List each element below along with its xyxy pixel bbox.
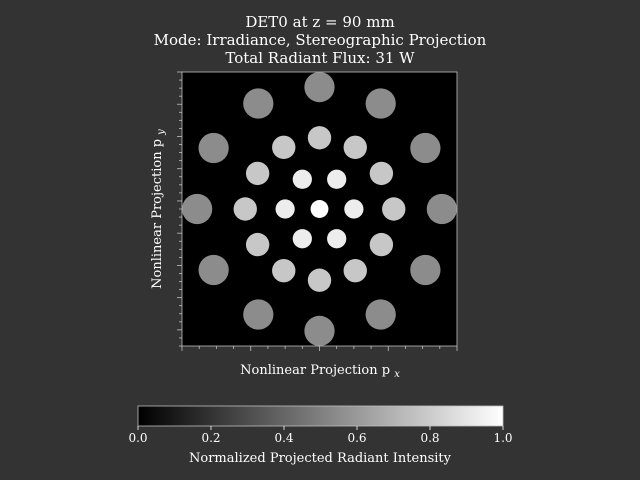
spot-15 bbox=[369, 232, 394, 257]
colorbar-tick-label-0: 0.0 bbox=[128, 431, 147, 445]
colorbar-tick-label-4: 0.8 bbox=[420, 431, 439, 445]
colorbar-tick-label-2: 0.4 bbox=[274, 431, 293, 445]
spot-14 bbox=[245, 161, 270, 186]
x-ticks bbox=[181, 346, 458, 351]
spot-10 bbox=[272, 135, 296, 160]
spot-3 bbox=[327, 169, 347, 189]
spot-21 bbox=[365, 88, 396, 119]
spot-18 bbox=[233, 197, 257, 221]
colorbar-tick-label-1: 0.2 bbox=[201, 431, 220, 445]
y-axis-label-text: Nonlinear Projection p bbox=[150, 139, 165, 289]
colorbar-label: Normalized Projected Radiant Intensity bbox=[189, 451, 452, 466]
spot-7 bbox=[307, 126, 332, 150]
spot-29 bbox=[426, 193, 458, 225]
colorbar bbox=[137, 405, 504, 427]
colorbar-tick-label-3: 0.6 bbox=[347, 431, 366, 445]
spot-0 bbox=[310, 200, 329, 218]
spot-6 bbox=[292, 229, 312, 249]
spot-25 bbox=[410, 132, 441, 164]
spot-28 bbox=[198, 254, 229, 286]
spot-13 bbox=[369, 161, 394, 186]
spot-5 bbox=[327, 229, 347, 249]
x-axis-label-text: Nonlinear Projection p bbox=[240, 363, 390, 378]
y-ticks bbox=[177, 71, 182, 347]
chart-title-line-3: Total Radiant Flux: 31 W bbox=[225, 49, 415, 67]
y-axis-label: Nonlinear Projection p y bbox=[150, 129, 167, 289]
spot-1 bbox=[344, 199, 364, 219]
colorbar-ticks: 0.0 0.2 0.4 0.6 0.8 1.0 bbox=[128, 426, 513, 445]
spot-16 bbox=[245, 232, 270, 257]
spot-9 bbox=[343, 135, 367, 160]
spots-layer bbox=[182, 71, 458, 347]
spot-24 bbox=[243, 299, 274, 330]
x-axis-label: Nonlinear Projection p x bbox=[240, 363, 400, 380]
spot-8 bbox=[307, 268, 332, 292]
spot-12 bbox=[272, 258, 296, 283]
spot-22 bbox=[243, 88, 274, 119]
spot-11 bbox=[343, 258, 367, 283]
spot-30 bbox=[182, 193, 213, 225]
spot-20 bbox=[304, 315, 335, 347]
spot-23 bbox=[365, 299, 396, 330]
spot-26 bbox=[198, 132, 229, 164]
y-axis-label-subscript: y bbox=[156, 129, 167, 136]
spot-17 bbox=[382, 197, 406, 221]
x-axis-label-subscript: x bbox=[394, 369, 400, 380]
spot-2 bbox=[275, 199, 295, 219]
spot-4 bbox=[292, 169, 312, 189]
spot-27 bbox=[410, 254, 441, 286]
spot-19 bbox=[304, 71, 335, 103]
chart-title-line-2: Mode: Irradiance, Stereographic Projecti… bbox=[154, 31, 487, 49]
chart-title-line-1: DET0 at z = 90 mm bbox=[245, 13, 394, 31]
colorbar-tick-label-5: 1.0 bbox=[493, 431, 512, 445]
